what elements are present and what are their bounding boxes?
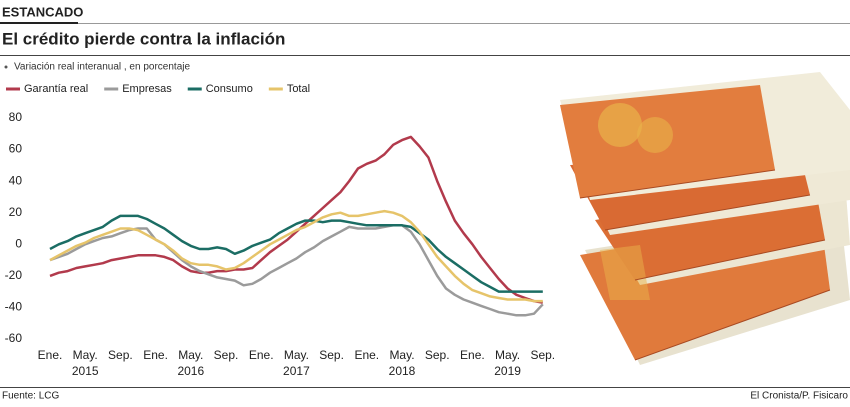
x-tick-label: Sep. [425,348,450,362]
series-line [49,214,543,293]
x-tick-label: Ene. [38,348,63,362]
x-tick-label: May. [389,348,414,362]
x-tick-label: Sep. [530,348,555,362]
x-tick-label: Ene. [249,348,274,362]
kicker: ESTANCADO [2,4,83,19]
x-tick-label: Ene. [143,348,168,362]
x-tick-label: Sep. [108,348,133,362]
x-year-label: 2017 [283,364,310,378]
subtitle: Variación real interanual , en porcentaj… [14,62,190,73]
x-tick-label: Sep. [214,348,239,362]
legend-label: Empresas [122,83,172,95]
banknotes-illustration [560,72,850,365]
y-tick-label: 40 [9,173,23,187]
source: Fuente: LCG [2,391,59,402]
x-tick-label: Ene. [460,348,485,362]
y-tick-label: 0 [15,236,22,250]
y-tick-label: -20 [5,268,23,282]
x-tick-label: May. [73,348,98,362]
x-year-label: 2015 [72,364,99,378]
legend-label: Consumo [206,83,253,95]
x-tick-label: May. [178,348,203,362]
y-tick-label: 80 [9,110,23,124]
title: El crédito pierde contra la inflación [2,29,285,48]
legend-label: Total [287,83,310,95]
x-year-label: 2018 [389,364,416,378]
x-tick-label: Ene. [354,348,379,362]
legend-label: Garantía real [24,83,88,95]
x-tick-label: May. [284,348,309,362]
y-tick-label: 60 [9,142,23,156]
series-line [49,135,544,304]
y-tick-label: -40 [5,300,23,314]
y-tick-label: 20 [9,205,23,219]
series-line [49,209,543,303]
credit: El Cronista/P. Fisicaro [750,391,848,402]
x-tick-label: May. [495,348,520,362]
x-year-label: 2019 [494,364,521,378]
x-year-label: 2016 [177,364,204,378]
bullet [4,65,8,69]
x-tick-label: Sep. [319,348,344,362]
y-tick-label: -60 [5,331,23,345]
